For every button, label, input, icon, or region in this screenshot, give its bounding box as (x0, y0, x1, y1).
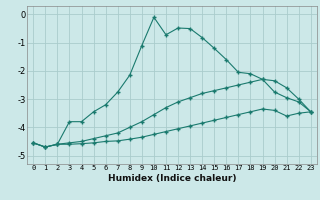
X-axis label: Humidex (Indice chaleur): Humidex (Indice chaleur) (108, 174, 236, 183)
